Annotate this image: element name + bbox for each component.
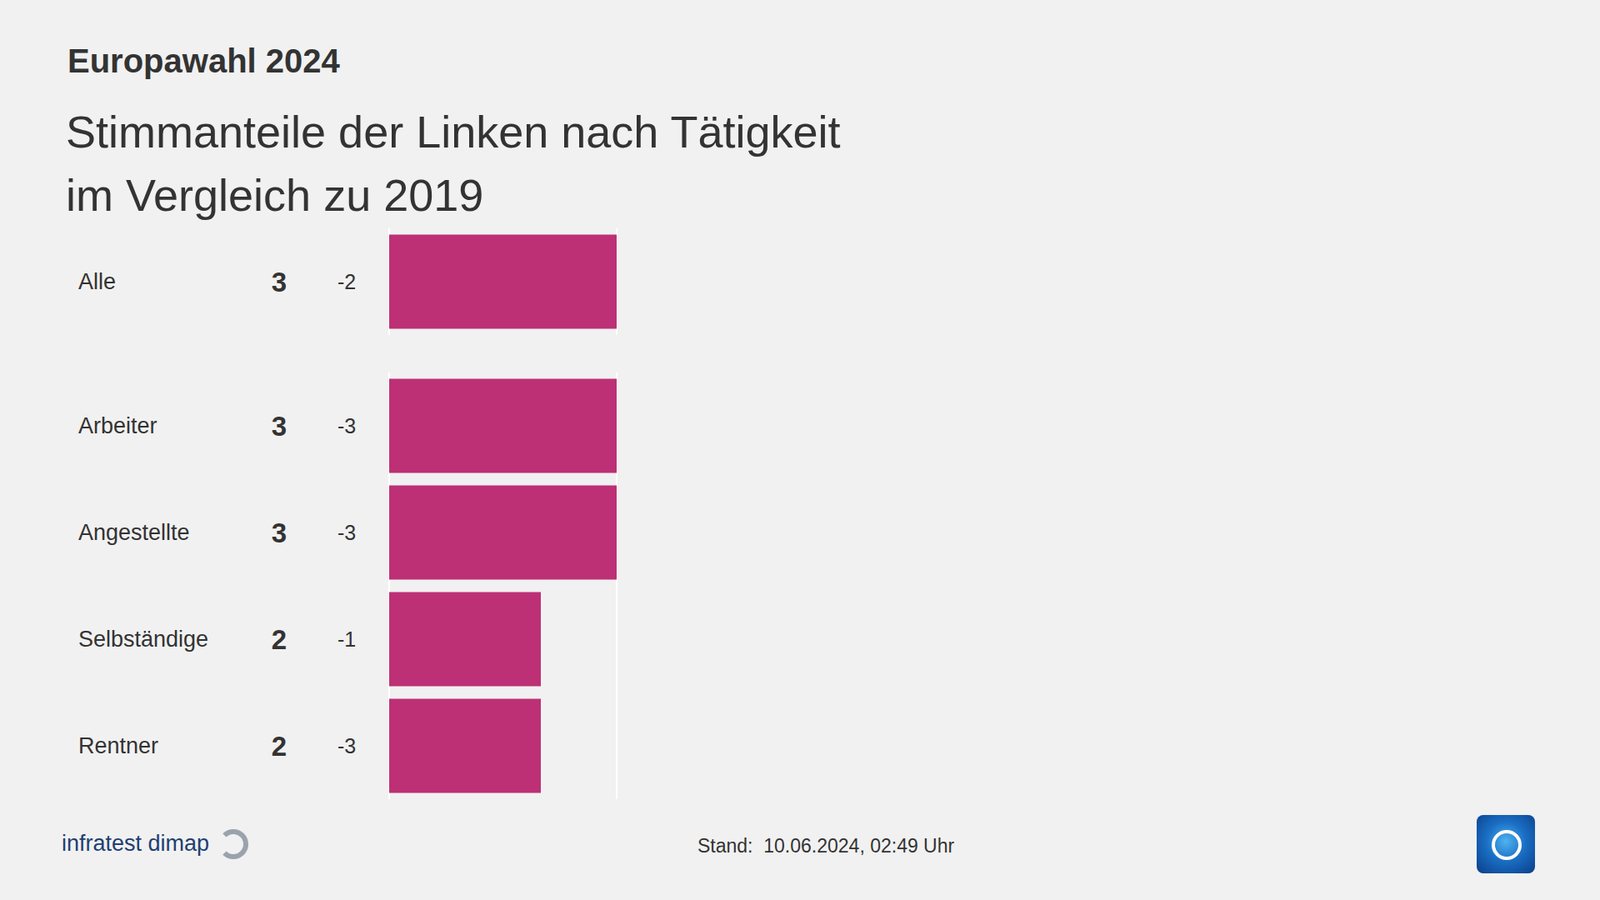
svg-text:im Vergleich zu 2019: im Vergleich zu 2019 xyxy=(65,170,484,220)
svg-text:-1: -1 xyxy=(337,627,356,651)
svg-text:Alle: Alle xyxy=(78,269,116,295)
svg-text:Rentner: Rentner xyxy=(78,733,159,759)
svg-text:3: 3 xyxy=(271,266,287,298)
svg-text:-3: -3 xyxy=(337,520,356,545)
svg-text:Selbständige: Selbständige xyxy=(78,626,209,652)
svg-text:2: 2 xyxy=(271,624,287,655)
svg-text:Arbeiter: Arbeiter xyxy=(78,413,158,439)
svg-text:3: 3 xyxy=(271,517,287,549)
svg-text:Angestellte: Angestellte xyxy=(78,520,190,545)
svg-text:Stand: 10.06.2024, 02:49 Uhr: Stand: 10.06.2024, 02:49 Uhr xyxy=(697,835,955,857)
svg-text:Europawahl 2024: Europawahl 2024 xyxy=(67,42,341,80)
svg-text:-2: -2 xyxy=(337,270,356,294)
svg-text:-3: -3 xyxy=(337,414,356,438)
svg-text:infratest dimap: infratest dimap xyxy=(61,830,210,856)
svg-text:3: 3 xyxy=(271,410,287,442)
svg-text:Stimmanteile der Linken nach T: Stimmanteile der Linken nach Tätigkeit xyxy=(65,106,841,157)
svg-text:2: 2 xyxy=(271,730,287,762)
svg-text:-3: -3 xyxy=(337,734,356,758)
